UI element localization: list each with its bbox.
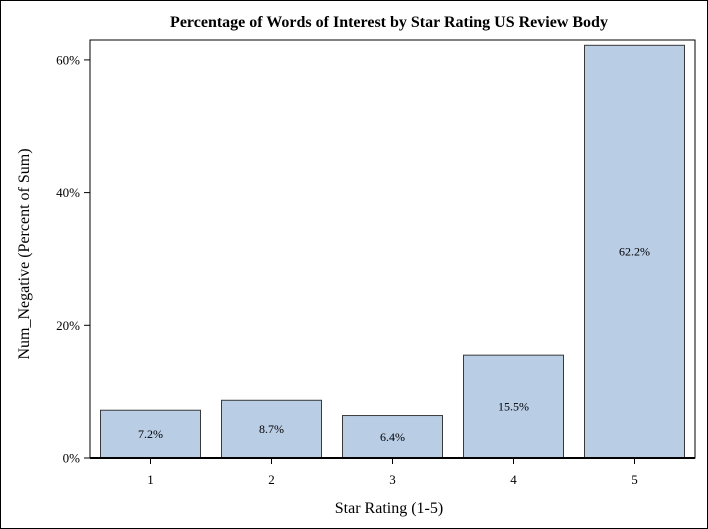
x-tick-label: 1 — [147, 472, 154, 487]
bar — [100, 409, 201, 459]
y-tick-label: 60% — [56, 52, 80, 67]
chart-title: Percentage of Words of Interest by Star … — [170, 14, 608, 31]
x-axis-label: Star Rating (1-5) — [335, 500, 443, 517]
bar-value-label: 6.4% — [380, 430, 405, 444]
y-tick-label: 0% — [63, 451, 81, 466]
bar-value-label: 15.5% — [498, 400, 529, 414]
bar — [221, 399, 322, 459]
bar-value-label: 62.2% — [619, 245, 650, 259]
bar-value-label: 7.2% — [138, 427, 163, 441]
y-tick-label: 40% — [56, 185, 80, 200]
y-tick-label: 20% — [56, 318, 80, 333]
y-axis-label: Num_Negative (Percent of Sum) — [16, 148, 33, 359]
bar — [342, 415, 443, 459]
bar — [463, 354, 564, 459]
x-tick-label: 4 — [510, 472, 517, 487]
bar — [584, 44, 685, 459]
x-tick-label: 5 — [631, 472, 638, 487]
x-tick-label: 2 — [268, 472, 275, 487]
plot-area: 0% 20% 40% 60% 7.2% 1 8.7% 2 6.4% 3 15.5% 4 62.2% 5 — [56, 39, 696, 487]
bar-value-label: 8.7% — [259, 422, 284, 436]
x-tick-label: 3 — [389, 472, 396, 487]
